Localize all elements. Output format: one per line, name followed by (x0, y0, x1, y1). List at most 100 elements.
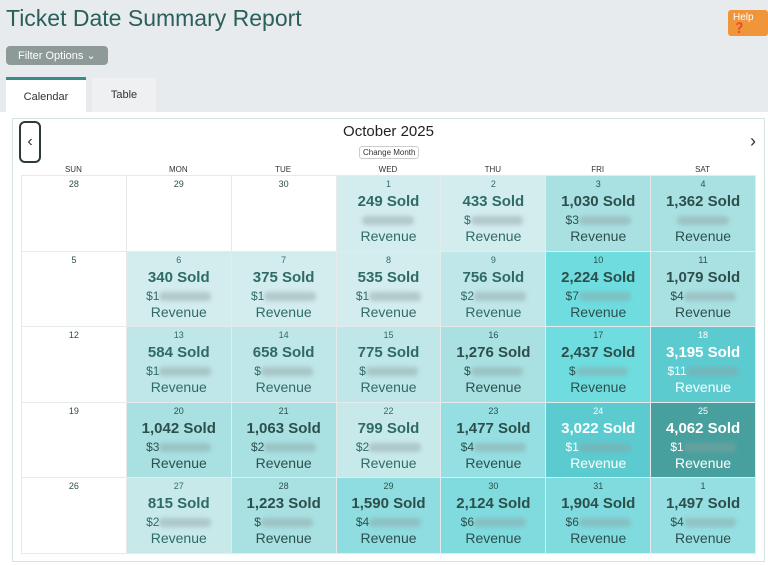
calendar-day-cell[interactable]: 13 584 Sold $1 Revenue (126, 327, 232, 403)
calendar-day-cell[interactable]: 9 756 Sold $2 Revenue (441, 251, 547, 327)
calendar-day-cell[interactable]: 20 1,042 Sold $3 Revenue (126, 402, 232, 478)
day-number: 24 (593, 405, 604, 416)
tickets-sold: 2,224 Sold (561, 268, 636, 286)
filter-options-button[interactable]: Filter Options ⌄ (6, 46, 108, 65)
calendar-day-cell[interactable]: 2 433 Sold $ Revenue (441, 176, 547, 252)
tickets-sold: 1,276 Sold (456, 344, 531, 361)
calendar-day-cell[interactable]: 24 3,022 Sold $1 Revenue (546, 402, 652, 478)
calendar-day-cell[interactable]: 21 1,063 Sold $2 Revenue (231, 402, 337, 478)
revenue-amount-redacted: $ (546, 364, 650, 378)
redacted-blur (362, 216, 415, 226)
weekday-label: SUN (64, 165, 82, 174)
redacted-blur (159, 518, 212, 528)
calendar-day-cell[interactable]: 1 1,497 Sold $4 Revenue (651, 478, 756, 554)
calendar-day-cell[interactable]: 28 1,223 Sold $ Revenue (231, 478, 337, 554)
day-number: 22 (383, 405, 394, 416)
next-month-button[interactable]: › (750, 131, 756, 152)
tab-table[interactable]: Table (92, 78, 156, 112)
weekday-label: MON (168, 165, 188, 174)
day-number: 27 (173, 481, 184, 491)
revenue-label: Revenue (360, 379, 417, 395)
revenue-label: Revenue (255, 379, 312, 395)
revenue-amount-redacted: $ (232, 364, 336, 378)
revenue-label: Revenue (675, 228, 732, 244)
calendar-day-cell[interactable]: 19 (22, 402, 127, 478)
calendar-day-cell[interactable]: 11 1,079 Sold $4 Revenue (651, 251, 756, 327)
revenue-amount-redacted: $1 (127, 364, 231, 378)
calendar-day-cell[interactable]: 10 2,224 Sold $7 Revenue (546, 251, 652, 327)
redacted-blur (686, 367, 739, 377)
calendar-day-cell[interactable]: 25 4,062 Sold $1 Revenue (651, 402, 756, 478)
calendar-day-cell[interactable]: 17 2,437 Sold $ Revenue (546, 327, 652, 403)
calendar-day-cell[interactable]: 16 1,276 Sold $ Revenue (441, 327, 547, 403)
calendar-day-cell[interactable]: 29 (126, 176, 232, 252)
revenue-amount-redacted: $11 (651, 364, 755, 378)
tickets-sold: 2,124 Sold (456, 495, 531, 512)
revenue-amount-redacted: $ (232, 515, 336, 529)
calendar-day-cell[interactable]: 1 249 Sold Revenue (336, 176, 442, 252)
redacted-blur (677, 216, 730, 226)
tickets-sold: 2,437 Sold (561, 344, 636, 361)
calendar-day-cell[interactable]: 31 1,904 Sold $6 Revenue (546, 478, 652, 554)
redacted-blur (474, 518, 527, 528)
revenue-amount-redacted: $1 (127, 289, 231, 303)
calendar-day-cell[interactable]: 7 375 Sold $1 Revenue (231, 251, 337, 327)
redacted-blur (264, 291, 317, 301)
revenue-label: Revenue (150, 379, 207, 395)
calendar-day-cell[interactable]: 6 340 Sold $1 Revenue (126, 251, 232, 327)
revenue-amount-redacted (337, 213, 441, 227)
calendar-day-cell[interactable]: 18 3,195 Sold $11 Revenue (651, 327, 756, 403)
calendar-day-cell[interactable]: 30 2,124 Sold $6 Revenue (441, 478, 547, 554)
revenue-label: Revenue (360, 454, 417, 471)
revenue-amount-redacted: $2 (337, 440, 441, 454)
redacted-blur (159, 442, 212, 452)
prev-month-button[interactable]: ‹ (19, 121, 41, 163)
revenue-amount-redacted: $3 (127, 440, 231, 454)
help-button[interactable]: Help ❓ (728, 10, 768, 36)
calendar-day-cell[interactable]: 26 (22, 478, 127, 554)
revenue-label: Revenue (255, 303, 312, 320)
revenue-label: Revenue (675, 454, 732, 471)
calendar-day-cell[interactable]: 28 (22, 176, 127, 252)
chevron-left-icon: ‹ (27, 133, 33, 150)
redacted-blur (578, 442, 631, 452)
calendar-day-cell[interactable]: 5 (22, 251, 127, 327)
weekday-label: THU (484, 165, 502, 174)
calendar-day-cell[interactable]: 23 1,477 Sold $4 Revenue (441, 402, 547, 478)
revenue-amount-redacted (651, 213, 755, 227)
day-number: 28 (278, 481, 289, 491)
revenue-label: Revenue (465, 228, 522, 244)
redacted-blur (578, 216, 631, 226)
calendar-day-cell[interactable]: 3 1,030 Sold $3 Revenue (546, 176, 652, 252)
calendar-day-cell[interactable]: 12 (22, 327, 127, 403)
calendar-day-cell[interactable]: 15 775 Sold $ Revenue (336, 327, 442, 403)
calendar-day-cell[interactable]: 30 (231, 176, 337, 252)
tab-calendar[interactable]: Calendar (6, 77, 86, 114)
revenue-label: Revenue (465, 303, 522, 320)
redacted-blur (369, 291, 422, 301)
day-number: 2 (490, 179, 496, 189)
redacted-blur (365, 367, 418, 377)
revenue-label: Revenue (150, 454, 207, 471)
calendar-day-cell[interactable]: 4 1,362 Sold Revenue (651, 176, 756, 252)
calendar-day-cell[interactable]: 8 535 Sold $1 Revenue (336, 251, 442, 327)
tickets-sold: 1,362 Sold (665, 193, 741, 210)
calendar-day-cell[interactable]: 14 658 Sold $ Revenue (231, 327, 337, 403)
day-number: 26 (68, 481, 79, 491)
revenue-label: Revenue (360, 530, 417, 546)
day-number: 30 (488, 481, 499, 491)
revenue-amount-redacted: $ (337, 364, 441, 378)
day-number: 5 (71, 254, 77, 265)
calendar-day-cell[interactable]: 27 815 Sold $2 Revenue (126, 478, 232, 554)
calendar: October 2025 ‹ › Change Month SUN MON TUE W… (12, 118, 765, 562)
tickets-sold: 3,195 Sold (665, 344, 741, 361)
calendar-day-cell[interactable]: 29 1,590 Sold $4 Revenue (336, 478, 442, 554)
change-month-button[interactable]: Change Month (359, 146, 420, 159)
calendar-day-cell[interactable]: 22 799 Sold $2 Revenue (336, 402, 442, 478)
revenue-label: Revenue (465, 530, 522, 546)
weekday-label: WED (378, 165, 398, 174)
day-number: 12 (68, 330, 79, 340)
day-number: 11 (698, 254, 708, 265)
revenue-amount-redacted: $2 (127, 515, 231, 529)
tickets-sold: 535 Sold (357, 268, 420, 286)
